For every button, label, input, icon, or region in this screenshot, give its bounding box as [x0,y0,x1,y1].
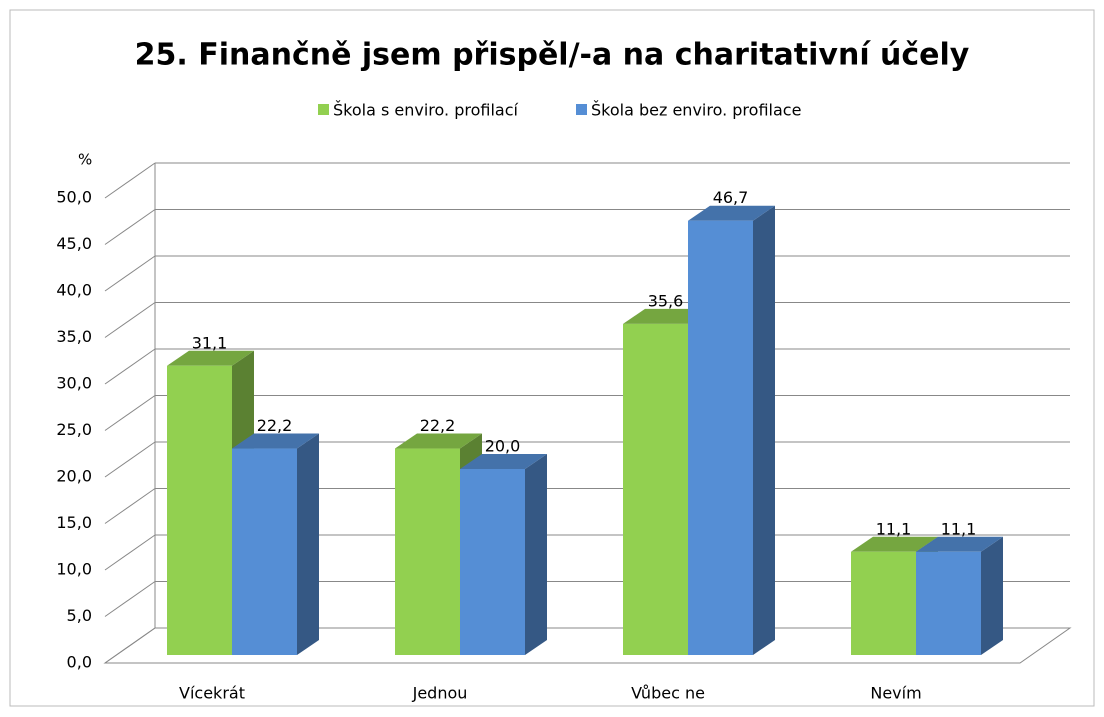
y-tick-label: 30,0 [56,374,92,393]
chart-title: 25. Finančně jsem přispěl/-a na charitat… [135,38,970,73]
bar-side [981,536,1003,655]
bar-top [851,536,938,552]
data-label: 20,0 [485,437,521,456]
bar-top [916,536,1003,552]
x-tick-label: Nevím [870,684,921,703]
bar-side [753,205,775,655]
data-label: 35,6 [648,291,684,310]
side-grid-line [104,348,156,385]
y-tick-label: 45,0 [56,234,92,253]
y-tick-label: 15,0 [56,513,92,532]
side-grid-line [104,209,156,245]
bar-top [232,433,319,449]
bar [688,220,753,655]
y-tick-label: 40,0 [56,281,92,300]
bar [623,323,688,655]
side-grid-line [104,488,156,524]
y-tick-label: 25,0 [56,420,92,439]
bar [232,448,297,655]
legend-swatch [318,104,329,115]
y-tick-label: 20,0 [56,467,92,486]
bar-side [297,433,319,655]
bar-top [167,350,254,366]
legend-label: Škola bez enviro. profilace [591,101,801,120]
side-grid-line [104,627,156,664]
y-tick-label: 5,0 [67,606,92,625]
side-grid-line [104,302,156,338]
side-grid-line [104,395,156,431]
bar [851,551,916,655]
legend-swatch [576,104,587,115]
bar-top [688,205,775,221]
bar-side [525,454,547,655]
bar [395,448,460,655]
data-label: 22,2 [420,416,456,435]
side-grid-line [104,534,156,571]
side-grid-line [104,581,156,617]
side-grid-line [104,255,156,292]
data-label: 11,1 [941,519,977,538]
y-tick-label: 50,0 [56,188,92,207]
data-label: 31,1 [192,333,228,352]
y-tick-label: 0,0 [67,653,92,672]
bar [916,551,981,655]
x-tick-label: Vůbec ne [631,684,705,703]
y-tick-label: 10,0 [56,560,92,579]
x-tick-label: Jednou [412,684,468,703]
bar [167,365,232,655]
bar-top [460,454,547,469]
bar [460,469,525,655]
legend-label: Škola s enviro. profilací [333,101,519,120]
x-tick-label: Vícekrát [179,684,245,703]
side-grid-line [104,441,156,478]
data-label: 46,7 [713,188,749,207]
y-axis-label: % [78,151,92,169]
data-label: 22,2 [257,416,293,435]
data-label: 11,1 [876,519,912,538]
y-tick-label: 35,0 [56,327,92,346]
side-grid-line [104,162,156,199]
bar-top [395,433,482,449]
